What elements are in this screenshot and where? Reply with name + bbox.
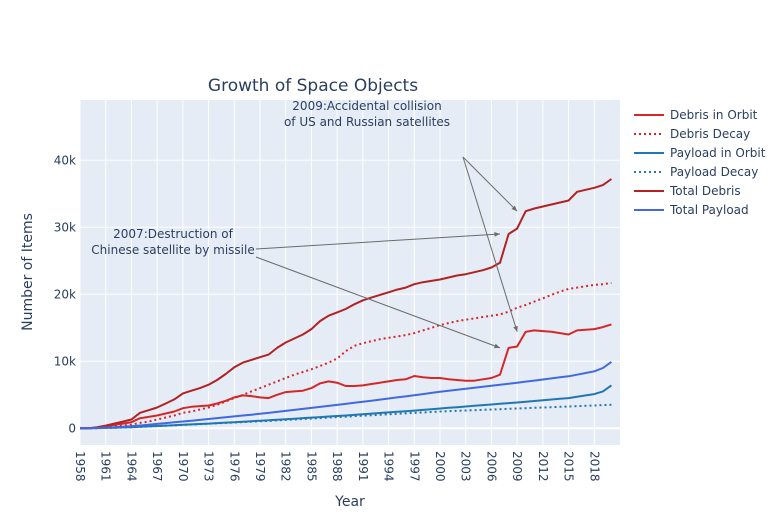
series-line-total-debris [80, 178, 612, 430]
x-tick-label: 2009 [510, 451, 524, 482]
legend-item-label[interactable]: Payload in Orbit [670, 146, 766, 160]
x-tick-label: 1958 [73, 451, 87, 482]
annotation-arrowhead [511, 205, 518, 212]
legend: Debris in Orbit Debris Decay Payload in Or… [634, 108, 766, 217]
x-tick-label: 2003 [459, 451, 473, 482]
x-tick-label: 1994 [382, 451, 396, 482]
x-tick-label: 1964 [124, 451, 138, 482]
x-tick-label: 1970 [176, 451, 190, 482]
annotation-arrow [462, 156, 518, 332]
x-tick-label: 1997 [407, 451, 421, 482]
chart-title: Growth of Space Objects [208, 76, 418, 96]
x-tick-label: 1982 [279, 451, 293, 482]
x-tick-label: 2012 [536, 451, 550, 482]
annotation-arrowhead [494, 231, 500, 237]
annotation-arrow [462, 156, 518, 212]
annotations: 2009:Accidental collision of US and Russi… [91, 99, 518, 349]
y-tick-label: 30k [54, 220, 76, 234]
y-axis-label: Number of Items [20, 213, 36, 331]
y-tick-label: 40k [54, 153, 76, 167]
legend-item-label[interactable]: Total Payload [669, 203, 749, 217]
legend-item-label[interactable]: Debris Decay [670, 127, 750, 141]
annotation-arrow [255, 256, 501, 349]
annotation-text: Chinese satellite by missile [91, 243, 254, 257]
y-tick-label: 20k [54, 287, 76, 301]
x-tick-label: 1988 [330, 451, 344, 482]
series-line-payload-in-orbit [80, 384, 612, 430]
annotation-arrowhead [513, 325, 518, 332]
plot-background [80, 100, 620, 445]
x-tick-label: 2015 [562, 451, 576, 482]
x-axis-label: Year [334, 494, 365, 510]
x-tick-label: 2018 [587, 451, 601, 482]
x-tick-label: 2000 [433, 451, 447, 482]
series-line-debris-in-orbit [80, 323, 612, 430]
x-tick-label: 1967 [150, 451, 164, 482]
grid [79, 100, 620, 445]
annotation-text: 2007:Destruction of [113, 227, 233, 241]
x-tick-label: 1979 [253, 451, 267, 482]
x-tick-label: 1976 [227, 451, 241, 482]
legend-item-label[interactable]: Debris in Orbit [670, 108, 758, 122]
y-tick-label: 10k [54, 354, 76, 368]
x-tick-label: 1991 [356, 451, 370, 482]
annotation-arrowhead [494, 343, 500, 349]
x-tick-label: 2006 [484, 451, 498, 482]
legend-item-label[interactable]: Payload Decay [670, 165, 758, 179]
series-line-payload-decay [80, 403, 612, 430]
series-line-total-payload [80, 361, 612, 430]
x-tick-label: 1961 [99, 451, 113, 482]
annotation-text: 2009:Accidental collision [292, 99, 441, 113]
annotation-arrow [255, 233, 501, 250]
annotation-text: of US and Russian satellites [284, 115, 450, 129]
series-lines [80, 178, 612, 430]
axis-ticks: 0 10k 20k 30k 40k 1958 1961 1964 1967 1970 1973 197… [54, 153, 602, 481]
x-tick-label: 1985 [304, 451, 318, 482]
x-tick-label: 1973 [202, 451, 216, 482]
y-tick-label: 0 [68, 421, 76, 435]
legend-item-label[interactable]: Total Debris [669, 184, 741, 198]
